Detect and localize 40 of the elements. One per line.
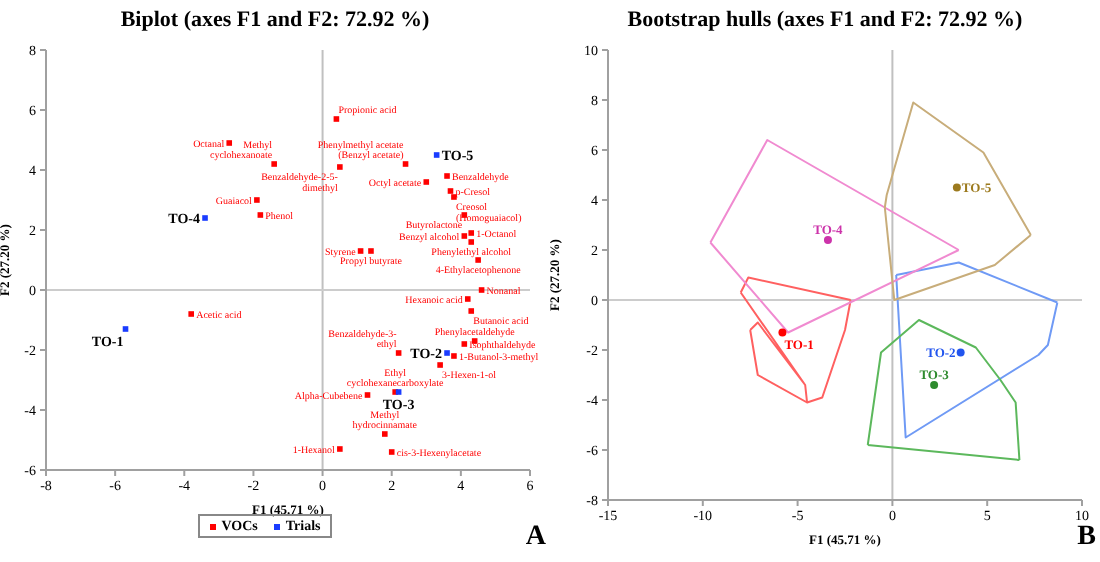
point <box>451 353 457 359</box>
point <box>447 188 454 194</box>
point <box>395 350 402 356</box>
point <box>478 287 485 293</box>
point <box>461 341 468 347</box>
point <box>333 116 340 122</box>
text: A <box>525 522 546 554</box>
point <box>468 239 475 245</box>
point <box>364 392 371 398</box>
chart-title: Biplot (axes F1 and F2: 72.92 %) <box>118 8 432 32</box>
point <box>423 179 430 185</box>
point <box>464 296 471 302</box>
point <box>444 173 450 179</box>
point <box>468 308 475 314</box>
point <box>468 230 475 236</box>
point <box>337 164 343 170</box>
point <box>202 215 208 221</box>
point <box>257 212 264 218</box>
point <box>461 233 468 239</box>
point <box>956 348 965 357</box>
point <box>778 328 787 337</box>
point <box>254 197 260 203</box>
point <box>952 183 961 192</box>
point <box>337 446 343 452</box>
point <box>382 431 388 437</box>
chart-title: Bootstrap hulls (axes F1 and F2: 72.92 %) <box>625 8 1025 32</box>
point <box>388 449 395 455</box>
point <box>930 381 939 389</box>
point <box>823 236 832 244</box>
point <box>226 140 233 146</box>
point <box>188 311 194 317</box>
point <box>122 326 129 332</box>
point <box>444 350 450 356</box>
point <box>437 362 443 368</box>
point <box>357 248 364 254</box>
text: B <box>1077 522 1096 554</box>
point <box>271 161 277 167</box>
point <box>402 161 409 167</box>
point <box>433 152 440 158</box>
point <box>368 248 374 254</box>
